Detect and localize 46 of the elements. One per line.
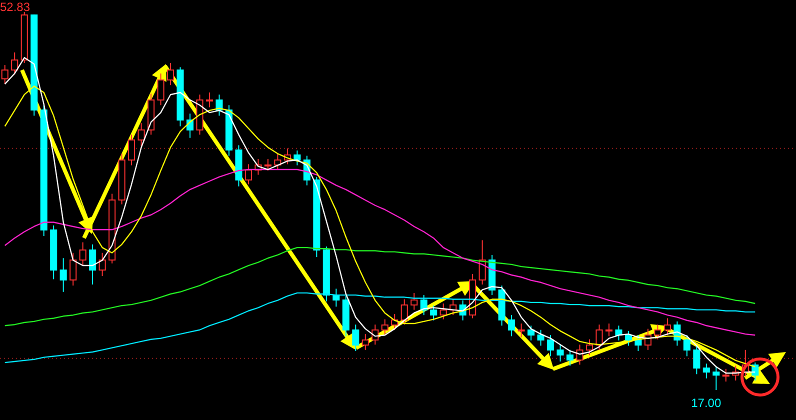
candlestick	[138, 122, 145, 147]
candlestick	[430, 305, 438, 321]
candlestick	[157, 73, 164, 106]
candlestick	[702, 363, 710, 379]
candlestick	[206, 92, 214, 108]
candlestick	[264, 158, 272, 172]
candlestick	[420, 294, 428, 316]
candlestick	[244, 164, 252, 185]
candlestick	[576, 344, 584, 366]
candlestick	[70, 252, 77, 286]
candlestick	[556, 344, 564, 362]
candlestick	[410, 292, 418, 310]
candlestick	[586, 338, 594, 356]
candlestick	[166, 62, 174, 86]
candlestick	[722, 368, 730, 382]
candlestick	[400, 298, 408, 326]
candlestick	[528, 325, 535, 341]
candlestick	[440, 302, 447, 320]
candlestick	[596, 324, 603, 350]
candlestick	[11, 52, 18, 76]
candlestick	[546, 334, 554, 357]
candlestick	[98, 252, 106, 277]
candlestick	[634, 334, 642, 352]
candlestick	[508, 314, 516, 337]
candlestick	[683, 334, 690, 357]
candlestick	[693, 345, 700, 375]
candlestick	[79, 242, 86, 266]
candlestick	[274, 153, 282, 170]
candlestick	[60, 258, 67, 292]
candlestick	[712, 366, 720, 390]
candlestick	[566, 349, 574, 366]
text: 17.00	[691, 396, 722, 410]
candlestick	[362, 334, 369, 350]
candlestick	[128, 134, 136, 166]
candlestick	[89, 244, 96, 285]
candlestick	[624, 330, 632, 346]
annotation: 52.83	[0, 0, 30, 14]
candlestick	[1, 64, 8, 85]
candlestick	[352, 324, 360, 352]
candlestick	[216, 94, 223, 116]
candlestick	[664, 318, 671, 336]
candlestick	[537, 329, 544, 346]
candlestick	[381, 318, 388, 336]
candlestick	[605, 323, 612, 337]
candlestick	[518, 323, 525, 338]
candlestick	[654, 324, 662, 340]
